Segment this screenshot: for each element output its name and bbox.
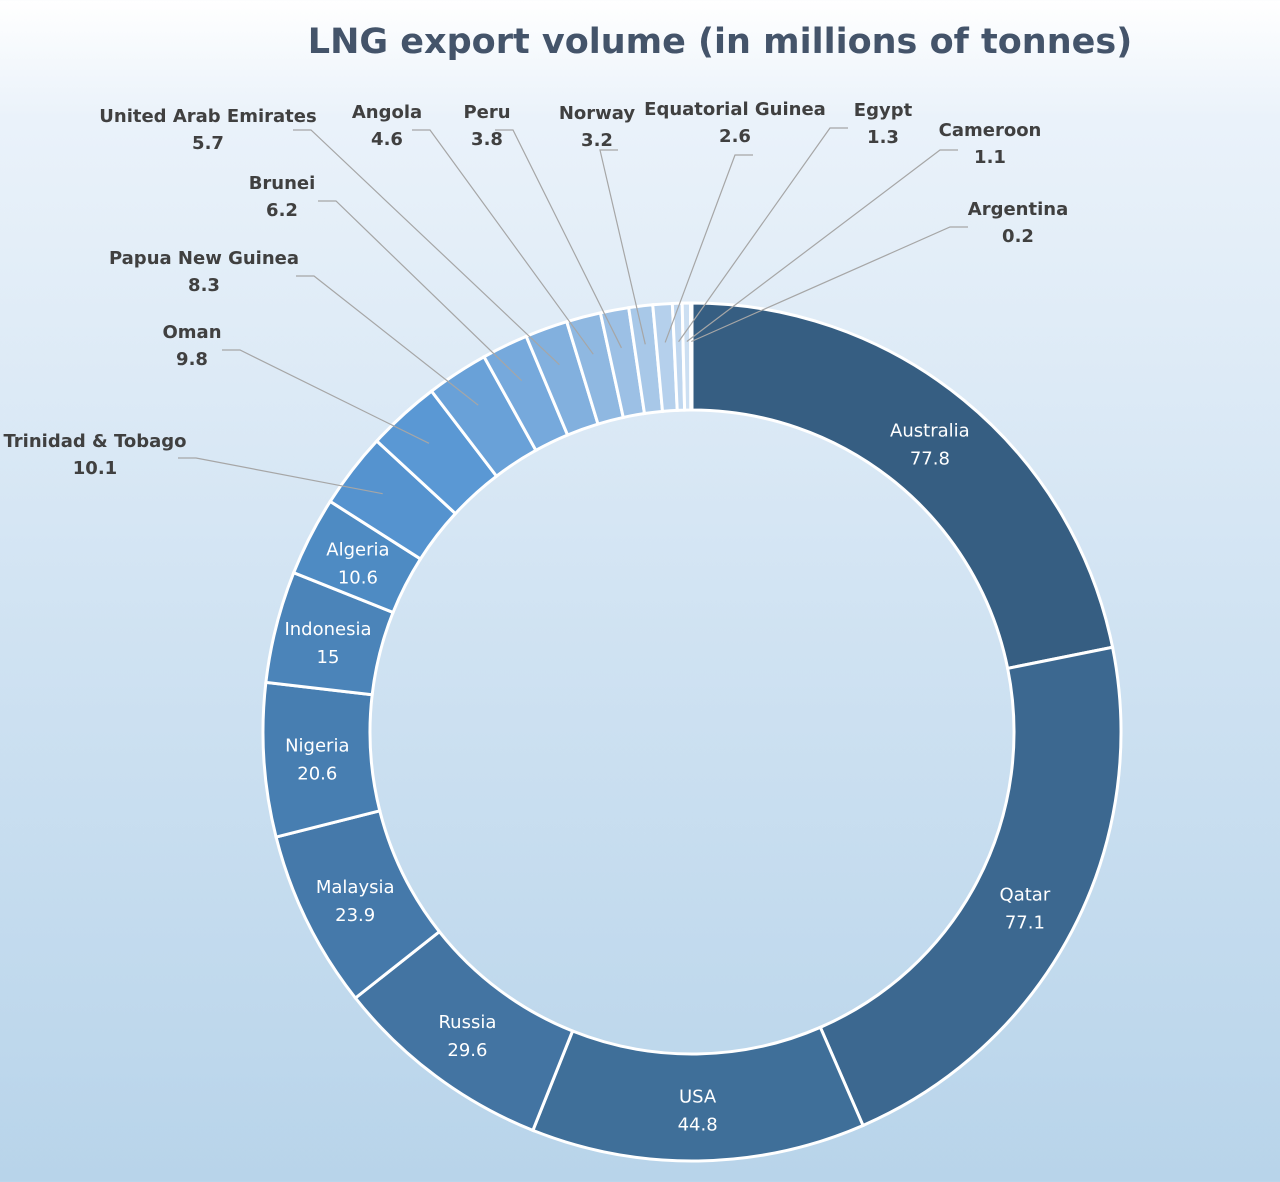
data-label-russia-category: Russia (438, 1012, 496, 1033)
data-label-usa-value: 44.8 (678, 1114, 718, 1135)
slice-nigeria (261, 680, 382, 839)
data-label-cameroon-category: Cameroon (939, 120, 1042, 141)
donut-slices (261, 301, 1123, 1163)
leader-line-cameroon (686, 149, 958, 343)
data-label-qatar-category: Qatar (1000, 885, 1051, 906)
data-label-australia-category: Australia (890, 420, 970, 441)
data-label-brunei-value: 6.2 (266, 200, 298, 221)
leader-line-equatorial-guinea (664, 154, 753, 343)
data-label-algeria-category: Algeria (326, 540, 389, 561)
data-label-papua-new-guinea-value: 8.3 (188, 275, 220, 296)
leader-line-papua-new-guinea (296, 275, 479, 406)
leader-line-norway (599, 149, 646, 345)
chart-title: LNG export volume (in millions of tonnes… (307, 22, 1133, 62)
data-label-usa-category: USA (679, 1086, 717, 1107)
data-label-brunei-category: Brunei (249, 173, 316, 194)
data-label-oman-value: 9.8 (176, 349, 208, 370)
leader-lines (178, 127, 968, 495)
data-label-egypt-category: Egypt (854, 100, 913, 121)
data-label-united-arab-emirates-value: 5.7 (192, 133, 224, 154)
data-label-peru-value: 3.8 (471, 129, 503, 150)
data-label-equatorial-guinea-value: 2.6 (719, 126, 751, 147)
data-label-trinidad-tobago-value: 10.1 (73, 458, 117, 479)
slice-argentina (688, 301, 694, 412)
data-label-peru-category: Peru (463, 102, 510, 123)
leader-line-angola (412, 129, 594, 355)
leader-line-argentina (691, 226, 968, 343)
data-label-malaysia-value: 23.9 (335, 905, 375, 926)
leader-line-peru (495, 129, 622, 349)
leader-line-brunei (318, 200, 523, 382)
data-label-egypt-value: 1.3 (867, 127, 899, 148)
leader-line-trinidad-tobago (178, 457, 383, 495)
data-label-argentina-category: Argentina (968, 199, 1068, 220)
data-label-australia-value: 77.8 (910, 448, 950, 469)
slice-australia (690, 301, 1115, 671)
data-label-qatar-value: 77.1 (1005, 913, 1045, 934)
leader-line-united-arab-emirates (293, 129, 560, 366)
data-label-indonesia-value: 15 (317, 647, 340, 668)
data-label-trinidad-tobago-category: Trinidad & Tobago (3, 431, 186, 452)
data-label-argentina-value: 0.2 (1002, 226, 1034, 247)
data-label-algeria-value: 10.6 (338, 568, 378, 589)
data-label-united-arab-emirates-category: United Arab Emirates (99, 106, 316, 127)
data-label-indonesia-category: Indonesia (284, 619, 371, 640)
data-label-equatorial-guinea-category: Equatorial Guinea (644, 99, 826, 120)
chart-title-area: LNG export volume (in millions of tonnes… (0, 0, 1280, 80)
leader-line-oman (222, 349, 430, 444)
leader-line-egypt (678, 127, 848, 343)
data-label-russia-value: 29.6 (447, 1040, 487, 1061)
data-label-cameroon-value: 1.1 (974, 147, 1006, 168)
data-label-oman-category: Oman (162, 322, 221, 343)
data-label-norway-value: 3.2 (581, 130, 613, 151)
data-label-nigeria-category: Nigeria (285, 736, 349, 757)
data-label-angola-value: 4.6 (371, 129, 403, 150)
data-label-nigeria-value: 20.6 (297, 764, 337, 785)
data-label-norway-category: Norway (559, 103, 636, 124)
data-label-angola-category: Angola (352, 102, 422, 123)
data-labels: Australia 77.8 Qatar 77.1 USA 44.8 Russia 29.6 M… (3, 99, 1068, 1135)
slice-qatar (818, 645, 1123, 1128)
data-label-malaysia-category: Malaysia (316, 877, 395, 898)
data-label-papua-new-guinea-category: Papua New Guinea (109, 248, 299, 269)
